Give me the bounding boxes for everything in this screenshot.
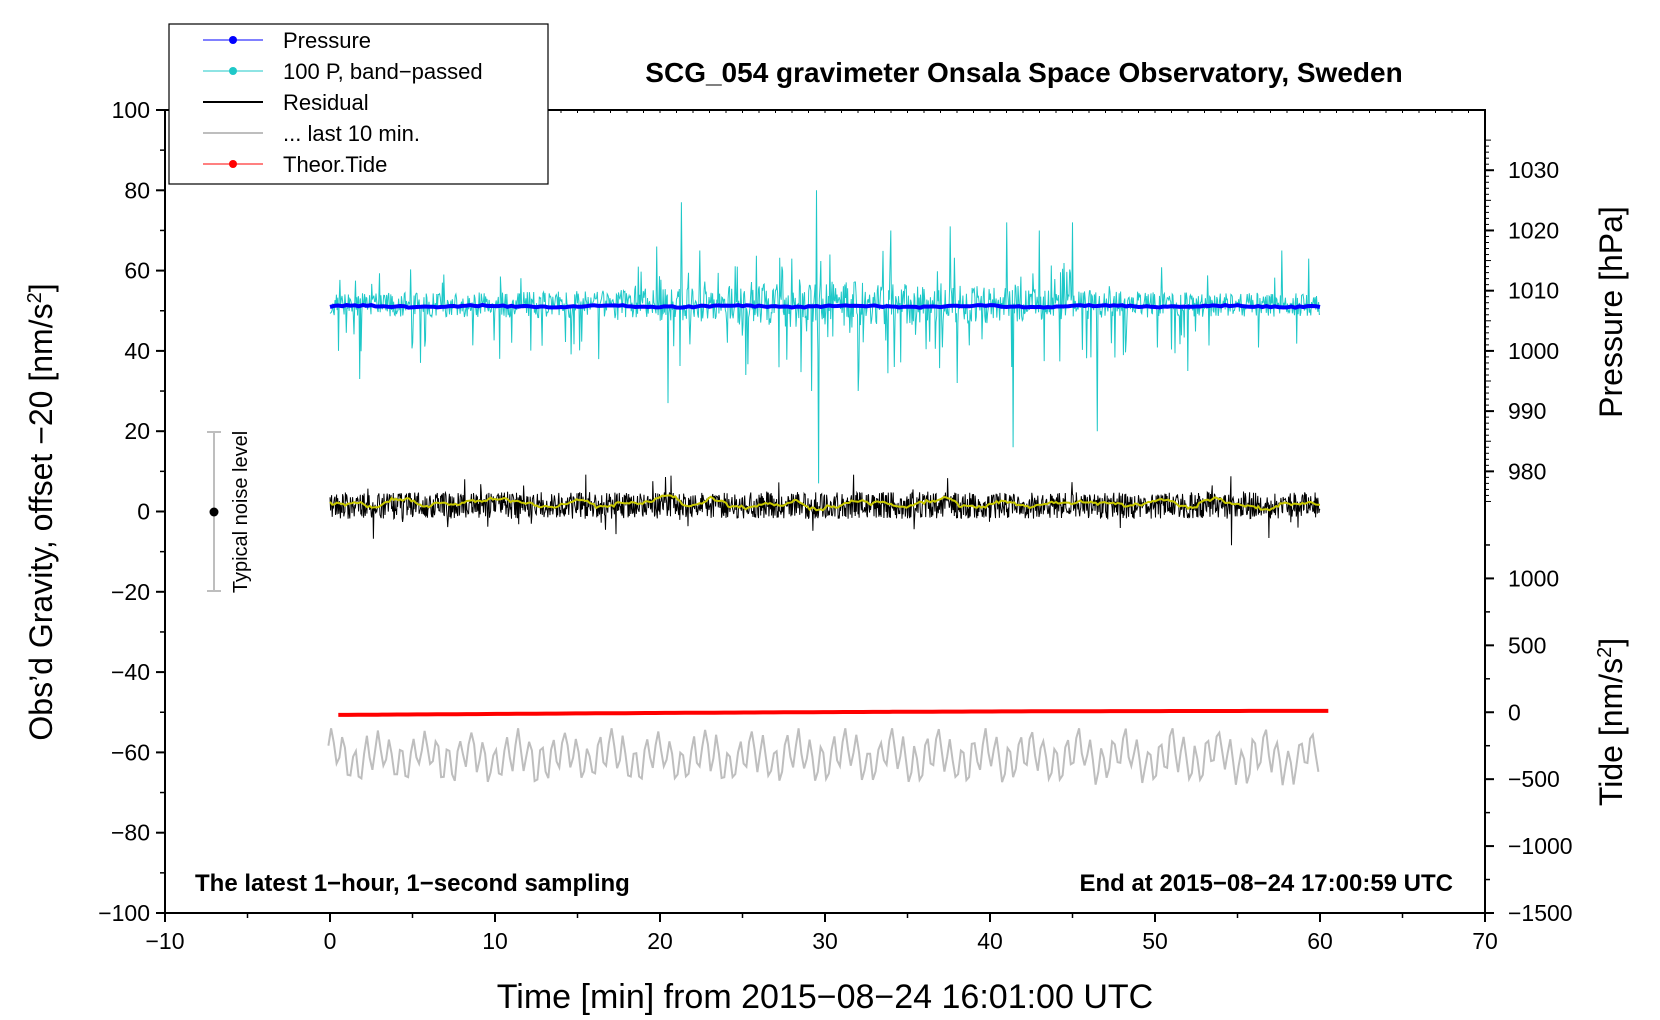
legend-entry-pressure: Pressure (203, 28, 371, 53)
x-tick-label-1: 0 (324, 928, 337, 954)
legend-entry-tide: Theor.Tide (203, 152, 387, 177)
series-residual-smoothed (329, 494, 1320, 512)
series-band-passed (329, 190, 1321, 484)
x-tick-label-0: −10 (145, 928, 184, 954)
legend-entry-bandpassed: 100 P, band−passed (203, 59, 483, 84)
y-tick-label-4: −20 (111, 579, 150, 605)
annotation-right: End at 2015−08−24 17:00:59 UTC (1079, 870, 1453, 897)
legend-box (168, 23, 549, 185)
x-tick-label-5: 40 (977, 928, 1003, 954)
x-tick-label-6: 50 (1142, 928, 1168, 954)
legend-label-residual: Residual (283, 90, 369, 115)
pressure-tick-label-2: 1000 (1508, 338, 1559, 364)
legend-label-tide: Theor.Tide (283, 152, 387, 177)
y-axis-label-pressure: Pressure [hPa] (1593, 206, 1629, 418)
x-tick-label-2: 10 (482, 928, 508, 954)
y-tick-label-6: 20 (124, 418, 150, 444)
legend-marker-bandpassed (229, 67, 237, 75)
series-pressure (329, 302, 1321, 310)
pressure-tick-label-0: 980 (1508, 458, 1546, 484)
tide-tick-label-5: 1000 (1508, 565, 1559, 591)
chart-title: SCG_054 gravimeter Onsala Space Observat… (645, 57, 1402, 88)
pressure-tick-label-5: 1030 (1508, 157, 1559, 183)
legend-label-bandpassed: 100 P, band−passed (283, 59, 483, 84)
x-tick-label-4: 30 (812, 928, 838, 954)
series-theoretical-tide (338, 708, 1329, 717)
x-axis-label: Time [min] from 2015−08−24 16:01:00 UTC (497, 978, 1153, 1016)
y-tick-label-2: −60 (111, 739, 150, 765)
tide-tick-label-1: −1000 (1508, 833, 1573, 859)
noise-marker-dot (209, 507, 219, 517)
tide-tick-label-0: −1500 (1508, 900, 1573, 926)
y-tick-label-8: 60 (124, 258, 150, 284)
y-axis-label-left: Obs’d Gravity, offset −20 [nm/s2] (23, 283, 59, 740)
x-tick-label-3: 20 (647, 928, 673, 954)
legend-entry-last10: ... last 10 min. (203, 121, 420, 146)
legend-label-pressure: Pressure (283, 28, 371, 53)
legend-marker-pressure (229, 36, 237, 44)
y-axis-label-tide: Tide [nm/s2] (1593, 638, 1629, 806)
tide-tick-label-2: −500 (1508, 766, 1560, 792)
series-residual (329, 474, 1321, 546)
annotation-left: The latest 1−hour, 1−second sampling (195, 870, 630, 897)
axis-ticks: −10 0 10 20 30 40 50 60 70−100−80−60−40−20020406… (98, 97, 1572, 954)
noise-marker: Typical noise level (207, 431, 252, 593)
legend-entry-residual: Residual (203, 90, 369, 115)
pressure-tick-label-4: 1020 (1508, 217, 1559, 243)
legend: Pressure 100 P, band−passed Residual ...… (168, 23, 549, 185)
y-tick-label-7: 40 (124, 338, 150, 364)
pressure-tick-label-3: 1010 (1508, 278, 1559, 304)
y-tick-label-3: −40 (111, 659, 150, 685)
y-tick-label-9: 80 (124, 177, 150, 203)
x-tick-label-7: 60 (1307, 928, 1333, 954)
y-tick-label-1: −80 (111, 820, 150, 846)
y-tick-label-0: −100 (98, 900, 150, 926)
legend-label-last10: ... last 10 min. (283, 121, 420, 146)
series-layer (327, 190, 1329, 786)
tide-tick-label-3: 0 (1508, 699, 1521, 725)
series-last-10-min (327, 727, 1320, 786)
y-tick-label-5: 0 (137, 499, 150, 525)
pressure-tick-label-1: 990 (1508, 398, 1546, 424)
noise-marker-label: Typical noise level (230, 431, 252, 593)
y-tick-label-10: 100 (112, 97, 150, 123)
tide-tick-label-4: 500 (1508, 632, 1546, 658)
x-tick-label-8: 70 (1472, 928, 1498, 954)
legend-marker-tide (229, 160, 237, 168)
